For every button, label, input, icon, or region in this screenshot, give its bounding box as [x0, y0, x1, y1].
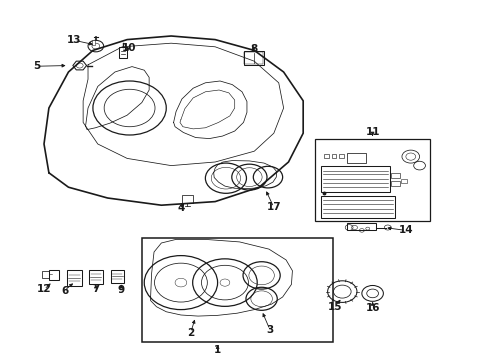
Text: 15: 15	[327, 302, 342, 312]
Bar	[331, 154, 336, 158]
Bar	[110, 270, 124, 283]
Text: 17: 17	[266, 202, 281, 212]
Text: 4: 4	[177, 203, 184, 213]
Text: 5: 5	[33, 61, 40, 71]
Bar	[321, 166, 389, 192]
Bar	[339, 154, 344, 158]
Bar	[42, 271, 49, 278]
Text: 6: 6	[61, 285, 68, 296]
Bar	[67, 270, 81, 286]
Bar	[142, 238, 332, 342]
Bar	[390, 173, 399, 178]
Bar	[243, 51, 264, 65]
Bar	[119, 47, 127, 58]
Text: 13: 13	[67, 35, 81, 45]
Text: 2: 2	[187, 328, 194, 338]
Text: 11: 11	[365, 127, 379, 138]
Bar	[400, 179, 406, 183]
Text: 8: 8	[250, 44, 257, 54]
Bar	[346, 153, 365, 163]
Text: 9: 9	[118, 285, 124, 295]
Text: 1: 1	[214, 345, 221, 355]
Bar	[323, 154, 328, 158]
Text: 7: 7	[92, 284, 100, 294]
Bar	[321, 196, 394, 218]
Bar	[182, 195, 192, 203]
Text: 14: 14	[398, 225, 412, 235]
Bar	[89, 270, 102, 284]
Text: 16: 16	[365, 303, 379, 313]
Text: 3: 3	[266, 325, 273, 335]
Bar	[390, 181, 399, 186]
Bar	[315, 139, 429, 221]
Bar	[49, 270, 59, 280]
Bar	[92, 40, 95, 45]
Text: 12: 12	[37, 284, 51, 294]
Bar	[346, 223, 375, 230]
Text: 10: 10	[121, 42, 136, 53]
Bar	[244, 52, 263, 64]
